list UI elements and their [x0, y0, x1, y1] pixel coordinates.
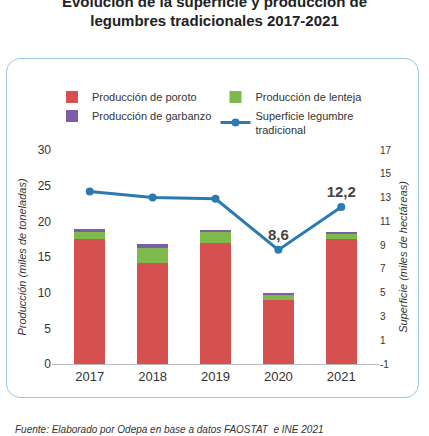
svg-text:-1: -1 — [380, 359, 389, 370]
svg-text:Superficie legumbretradicional: Superficie legumbretradicional — [256, 110, 354, 136]
svg-text:2021: 2021 — [327, 369, 356, 384]
svg-text:7: 7 — [380, 263, 386, 274]
svg-text:Superficie (miles de hectáreas: Superficie (miles de hectáreas) — [397, 181, 409, 333]
svg-text:17: 17 — [380, 145, 392, 156]
svg-text:5: 5 — [44, 322, 51, 336]
svg-text:0: 0 — [44, 357, 51, 371]
svg-text:2019: 2019 — [201, 369, 230, 384]
svg-text:20: 20 — [38, 215, 52, 229]
svg-text:9: 9 — [380, 240, 386, 251]
svg-text:1: 1 — [380, 335, 386, 346]
svg-text:Fuente: Elaborado por Odepa en: Fuente: Elaborado por Odepa en base a da… — [15, 424, 324, 435]
svg-text:15: 15 — [38, 250, 52, 264]
svg-text:2018: 2018 — [138, 369, 167, 384]
svg-text:13: 13 — [380, 192, 392, 203]
svg-text:2017: 2017 — [75, 369, 104, 384]
svg-text:3: 3 — [380, 311, 386, 322]
svg-text:10: 10 — [38, 286, 52, 300]
svg-text:12,2: 12,2 — [327, 183, 356, 200]
svg-text:5: 5 — [380, 287, 386, 298]
svg-text:25: 25 — [38, 179, 52, 193]
svg-text:15: 15 — [380, 168, 392, 179]
svg-text:2020: 2020 — [264, 369, 293, 384]
svg-text:11: 11 — [380, 216, 391, 227]
svg-text:Producción (miles de toneladas: Producción (miles de toneladas) — [16, 178, 28, 335]
svg-text:8,6: 8,6 — [268, 226, 289, 243]
svg-text:Evolución de la superficie y p: Evolución de la superficie y producción … — [62, 0, 367, 29]
svg-text:Producción de garbanzo: Producción de garbanzo — [92, 110, 211, 122]
svg-text:30: 30 — [38, 143, 52, 157]
svg-text:Producción de lenteja: Producción de lenteja — [256, 91, 363, 103]
svg-text:Producción de poroto: Producción de poroto — [92, 91, 197, 103]
